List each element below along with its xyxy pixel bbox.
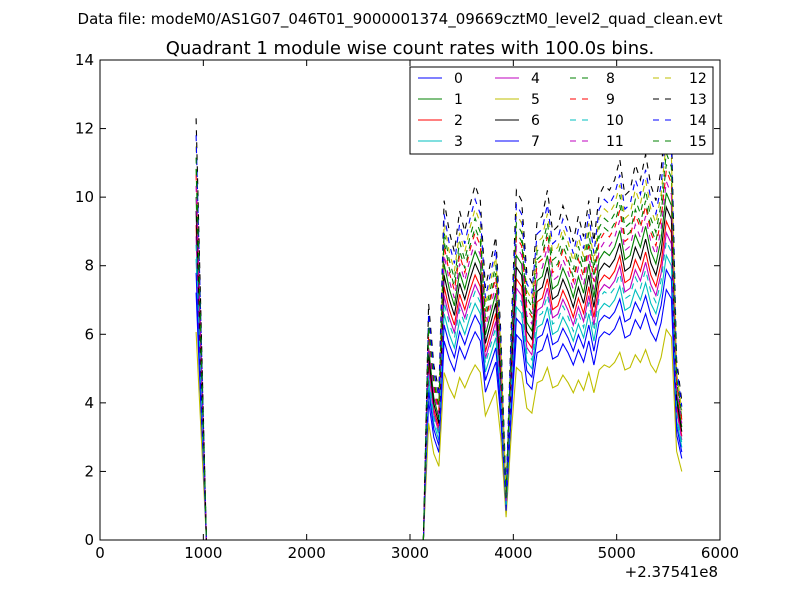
y-tick-label: 10 [75, 188, 94, 206]
series-line-2 [195, 219, 683, 540]
x-tick-label: 3000 [391, 544, 429, 562]
legend-label-0: 0 [454, 71, 463, 87]
series-line-7 [195, 267, 683, 540]
x-tick-label: 1000 [184, 544, 222, 562]
legend-label-1: 1 [454, 92, 463, 108]
y-tick-label: 0 [84, 531, 94, 549]
series-line-6 [195, 204, 683, 540]
legend-label-14: 14 [689, 113, 707, 129]
legend-box [409, 66, 714, 155]
series-line-13 [195, 112, 683, 540]
chart-suptitle: Data file: modeM0/AS1G07_046T01_90000013… [78, 10, 723, 29]
y-tick-label: 2 [84, 462, 94, 480]
legend-label-13: 13 [689, 92, 707, 108]
series-layer [195, 112, 683, 540]
series-line-8 [195, 164, 683, 540]
x-tick-label: 4000 [494, 544, 532, 562]
legend-label-2: 2 [454, 113, 463, 129]
series-line-4 [195, 230, 683, 540]
series-line-12 [195, 141, 683, 540]
y-tick-label: 6 [84, 325, 94, 343]
legend-label-5: 5 [531, 92, 540, 108]
legend-label-10: 10 [606, 113, 624, 129]
series-line-11 [195, 181, 683, 540]
x-tick-label: 0 [95, 544, 105, 562]
series-line-3 [195, 253, 683, 540]
series-line-1 [195, 192, 683, 540]
legend-label-6: 6 [531, 113, 540, 129]
chart-title: Quadrant 1 module wise count rates with … [166, 38, 655, 59]
series-line-9 [195, 169, 683, 540]
series-line-14 [195, 130, 683, 540]
legend-label-12: 12 [689, 71, 707, 87]
x-tick-label: 6000 [701, 544, 739, 562]
legend-label-3: 3 [454, 134, 463, 150]
y-tick-label: 14 [75, 51, 94, 69]
series-line-15 [195, 152, 683, 540]
series-line-5 [195, 327, 683, 540]
y-tick-label: 8 [84, 257, 94, 275]
series-line-0 [195, 287, 683, 540]
legend-label-7: 7 [531, 134, 540, 150]
legend-label-8: 8 [606, 71, 615, 87]
legend-label-11: 11 [606, 134, 624, 150]
legend-label-15: 15 [689, 134, 707, 150]
x-offset-label: +2.37541e8 [625, 563, 718, 581]
y-tick-label: 12 [75, 120, 94, 138]
y-tick-label: 4 [84, 394, 94, 412]
legend-label-9: 9 [606, 92, 615, 108]
legend-label-4: 4 [531, 71, 540, 87]
x-tick-label: 2000 [288, 544, 326, 562]
x-tick-label: 5000 [598, 544, 636, 562]
